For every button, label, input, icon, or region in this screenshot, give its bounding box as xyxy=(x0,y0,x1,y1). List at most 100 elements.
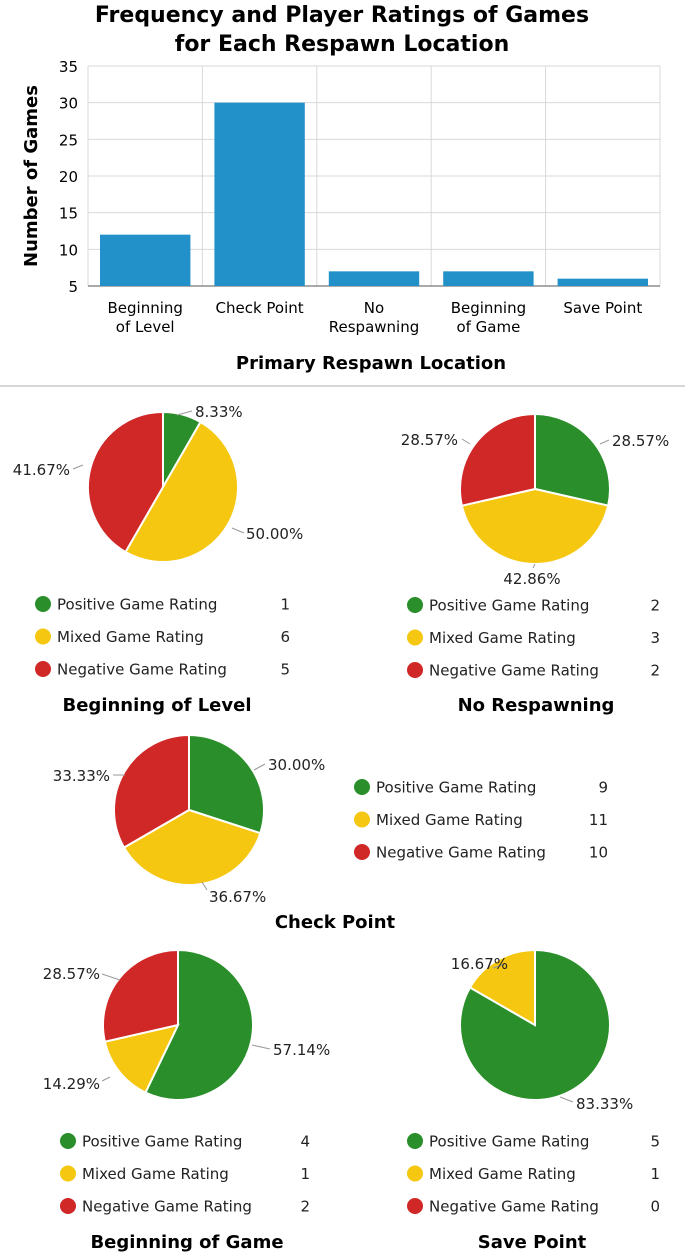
legend-label: Negative Game Rating xyxy=(429,1198,599,1216)
pie-slice xyxy=(113,733,190,849)
leader-line xyxy=(231,527,245,534)
pie-slice xyxy=(124,420,239,563)
legend-label: Positive Game Rating xyxy=(429,597,589,615)
y-tick-label: 15 xyxy=(59,205,78,223)
legend-marker xyxy=(407,662,423,678)
leader-line xyxy=(253,763,266,771)
pie-chart-5: 83.33% 16.67% Positive Game Rating 5 Mixed G… xyxy=(407,948,660,1253)
x-tick-label: No Respawning xyxy=(329,299,419,336)
y-tick-label: 25 xyxy=(59,131,78,149)
slice-percent-label: 50.00% xyxy=(246,525,303,543)
slice-percent-label: 57.14% xyxy=(273,1041,330,1059)
x-tick-label: Beginning of Game xyxy=(451,299,526,336)
legend-marker xyxy=(407,597,423,613)
slice-percent-label: 30.00% xyxy=(268,756,325,774)
bar xyxy=(328,271,420,286)
leader-line xyxy=(461,438,471,445)
legend-marker xyxy=(60,1198,76,1214)
slice-percent-label: 14.29% xyxy=(43,1075,100,1093)
legend-value: 1 xyxy=(300,1165,310,1183)
legend-marker xyxy=(407,629,423,646)
leader-line xyxy=(532,563,536,569)
pie-slice xyxy=(87,410,164,554)
legend-label: Mixed Game Rating xyxy=(429,1165,576,1183)
slice-percent-label: 16.67% xyxy=(451,955,508,973)
bar xyxy=(443,271,534,286)
pie-title: Check Point xyxy=(275,912,396,933)
bar xyxy=(100,234,191,286)
legend-value: 2 xyxy=(300,1198,310,1216)
legend-label: Negative Game Rating xyxy=(429,662,599,680)
bar xyxy=(557,278,648,286)
legend-marker xyxy=(407,1165,423,1182)
legend-label: Positive Game Rating xyxy=(429,1133,589,1151)
legend-value: 0 xyxy=(650,1198,660,1216)
legend-value: 4 xyxy=(300,1133,310,1151)
leader-line xyxy=(101,973,121,981)
x-axis-label: Primary Respawn Location xyxy=(236,353,506,374)
bar xyxy=(214,102,305,287)
pie-title: Beginning of Level xyxy=(63,695,252,716)
legend-marker xyxy=(35,628,51,645)
legend-marker xyxy=(407,1133,423,1149)
slice-percent-label: 8.33% xyxy=(195,403,243,421)
y-axis-label: Number of Games xyxy=(21,85,42,267)
leader-line xyxy=(201,881,208,891)
pie-slice xyxy=(103,1023,180,1094)
legend-value: 1 xyxy=(280,596,290,614)
pie-title: Beginning of Game xyxy=(90,1232,283,1253)
legend-value: 6 xyxy=(280,628,290,646)
bar-chart: Frequency and Player Ratings of Games for… xyxy=(21,3,661,374)
legend-label: Mixed Game Rating xyxy=(376,811,523,829)
pie-chart-4: 57.14% 14.29% 28.57% Positive Game Rating 4 M… xyxy=(43,948,330,1253)
legend-marker xyxy=(407,1198,423,1214)
legend-value: 5 xyxy=(280,661,290,679)
legend-label: Positive Game Rating xyxy=(82,1133,242,1151)
pie-slice xyxy=(102,948,179,1043)
legend-value: 1 xyxy=(650,1165,660,1183)
legend-value: 3 xyxy=(650,629,660,647)
legend-value: 10 xyxy=(589,844,608,862)
legend-label: Positive Game Rating xyxy=(57,596,217,614)
pie-slice xyxy=(468,948,536,1027)
legend-marker xyxy=(35,661,51,677)
x-tick-label: Beginning of Level xyxy=(107,299,182,336)
chart-title-line: for Each Respawn Location xyxy=(175,32,509,57)
legend-marker xyxy=(354,844,370,860)
legend-value: 5 xyxy=(650,1133,660,1151)
legend-label: Negative Game Rating xyxy=(376,844,546,862)
leader-line xyxy=(251,1044,271,1050)
pie-slice xyxy=(144,948,254,1101)
legend-marker xyxy=(60,1165,76,1182)
legend-label: Mixed Game Rating xyxy=(57,628,204,646)
slice-percent-label: 28.57% xyxy=(401,431,458,449)
slice-percent-label: 83.33% xyxy=(576,1095,633,1113)
legend-label: Mixed Game Rating xyxy=(82,1165,229,1183)
slice-percent-label: 41.67% xyxy=(13,461,70,479)
pie-chart-2: 28.57% 42.86% 28.57% Positive Game Rating 2 M… xyxy=(401,412,669,716)
pie-slice xyxy=(534,412,611,507)
leader-line xyxy=(599,439,610,445)
legend-value: 9 xyxy=(598,779,608,797)
legend-label: Negative Game Rating xyxy=(57,661,227,679)
pie-charts: 8.33% 50.00% 41.67% Positive Game Rating 1 Mi… xyxy=(13,403,669,1253)
x-tick-label: Save Point xyxy=(563,299,642,317)
legend-value: 11 xyxy=(589,811,608,829)
x-tick-label: Check Point xyxy=(216,299,304,317)
leader-line xyxy=(559,1096,574,1103)
legend-marker xyxy=(354,779,370,795)
legend-label: Mixed Game Rating xyxy=(429,629,576,647)
legend-label: Negative Game Rating xyxy=(82,1198,252,1216)
pie-title: Save Point xyxy=(478,1232,587,1253)
slice-percent-label: 36.67% xyxy=(209,888,266,906)
y-tick-label: 30 xyxy=(59,95,78,113)
leader-line xyxy=(492,963,506,969)
legend-marker xyxy=(60,1133,76,1149)
legend-label: Positive Game Rating xyxy=(376,779,536,797)
slice-percent-label: 42.86% xyxy=(503,570,560,588)
legend-value: 2 xyxy=(650,597,660,615)
slice-percent-label: 33.33% xyxy=(53,767,110,785)
y-tick-label: 35 xyxy=(59,58,78,76)
y-tick-label: 10 xyxy=(59,241,78,259)
